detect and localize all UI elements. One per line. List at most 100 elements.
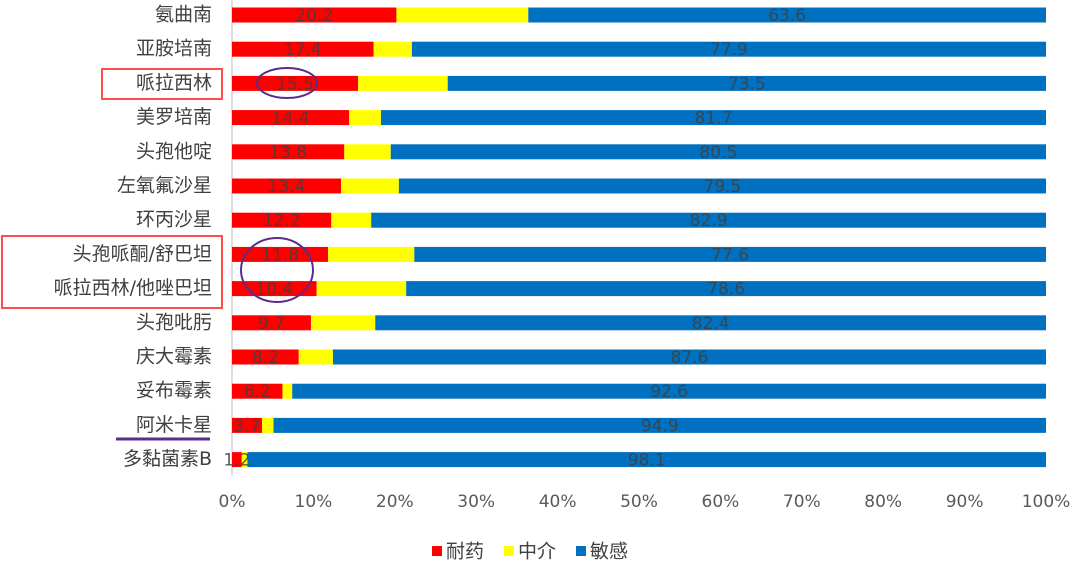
data-label: 11.8 [261, 245, 299, 265]
data-label: 79.5 [704, 177, 742, 197]
data-label: 15.5 [276, 74, 314, 94]
highlight-ellipse [256, 67, 318, 99]
bar-segment [316, 281, 407, 297]
data-label: 92.6 [650, 382, 688, 402]
bar-segment [247, 452, 1046, 468]
category-label: 哌拉西林/他唑巴坦 [54, 277, 212, 299]
bar-segment [411, 41, 1046, 57]
highlight-box [101, 68, 223, 100]
highlight-ellipse [240, 237, 314, 303]
bar-segment [232, 41, 374, 57]
data-label: 8.2 [252, 348, 279, 368]
bar-segment [528, 7, 1046, 23]
bar-segment [232, 383, 283, 399]
data-label: 63.6 [768, 6, 806, 26]
bar-segment [232, 178, 342, 194]
data-label: 98.1 [628, 451, 666, 471]
x-tick-label: 0% [219, 492, 246, 512]
data-label: 94.9 [641, 416, 679, 436]
bar-segment [232, 349, 299, 365]
bar-segment [232, 144, 345, 160]
category-label: 庆大霉素 [136, 346, 212, 368]
x-tick-label: 90% [946, 492, 984, 512]
bar-segment [298, 349, 333, 365]
x-tick-label: 100% [1022, 492, 1071, 512]
category-label: 亚胺培南 [136, 38, 212, 60]
data-label: 82.4 [692, 314, 730, 334]
bar-segment [341, 178, 399, 194]
data-label: 3.7 [234, 416, 261, 436]
bar-segment [398, 178, 1046, 194]
legend-label: 中介 [518, 541, 556, 563]
legend-swatch [576, 546, 586, 556]
bar-segment [232, 246, 329, 262]
bar-segment [232, 7, 397, 23]
data-label: 13.4 [268, 177, 306, 197]
bar-segment [447, 75, 1047, 91]
bar-segment [344, 144, 391, 160]
data-label: 13.8 [269, 143, 307, 163]
bar-segment [310, 315, 376, 331]
data-label: 87.6 [671, 348, 709, 368]
data-label: 9.7 [258, 314, 285, 334]
data-label: 77.9 [710, 40, 748, 60]
category-label: 环丙沙星 [136, 209, 212, 231]
category-label: 美罗培南 [136, 106, 212, 128]
bar-segment [232, 212, 332, 228]
bar-segment [273, 417, 1046, 433]
data-label: 73.5 [728, 74, 766, 94]
bar-segment [232, 452, 242, 468]
bar-segment [331, 212, 372, 228]
bar-segment [406, 281, 1046, 297]
category-label: 头孢吡肟 [136, 311, 212, 333]
category-label: 阿米卡星 [136, 414, 212, 436]
bar-segment [232, 75, 359, 91]
data-label: 78.6 [707, 280, 745, 300]
x-tick-label: 20% [376, 492, 414, 512]
legend-swatch [504, 546, 514, 556]
data-label: 80.5 [699, 143, 737, 163]
bar-segment [396, 7, 529, 23]
data-label: 10.4 [255, 280, 293, 300]
category-label: 妥布霉素 [136, 380, 212, 402]
highlight-box [1, 235, 223, 309]
bar-segment [232, 110, 350, 126]
bar-segment [232, 315, 311, 331]
data-label: 14.4 [272, 109, 310, 129]
category-label: 氨曲南 [155, 4, 212, 26]
data-label: 6.2 [244, 382, 271, 402]
data-label: 17.4 [284, 40, 322, 60]
bar-segment [262, 417, 274, 433]
bar-segment [371, 212, 1047, 228]
x-tick-label: 10% [295, 492, 333, 512]
category-label: 头孢哌酮/舒巴坦 [73, 243, 212, 265]
bar-segment [332, 349, 1046, 365]
bar-segment [373, 41, 412, 57]
x-tick-label: 30% [457, 492, 495, 512]
bar-segment [241, 452, 248, 468]
bar-segment [380, 110, 1046, 126]
category-label: 多黏菌素B [123, 448, 212, 470]
bar-segment [232, 417, 263, 433]
x-tick-label: 50% [620, 492, 658, 512]
x-tick-label: 60% [702, 492, 740, 512]
bar-segment [232, 281, 317, 297]
legend-label: 耐药 [446, 541, 484, 563]
data-label: 20.2 [295, 6, 333, 26]
data-label: 77.6 [711, 245, 749, 265]
data-label: 81.7 [695, 109, 733, 129]
bar-segment [375, 315, 1046, 331]
data-label: 82.9 [690, 211, 728, 231]
bar-segment [328, 246, 415, 262]
data-label: 1.2 [223, 451, 250, 471]
bar-segment [358, 75, 448, 91]
x-tick-label: 70% [783, 492, 821, 512]
category-label: 左氧氟沙星 [117, 175, 212, 197]
legend-swatch [432, 546, 442, 556]
data-label: 12.2 [263, 211, 301, 231]
bar-segment [292, 383, 1047, 399]
x-tick-label: 40% [539, 492, 577, 512]
legend-label: 敏感 [590, 541, 628, 563]
bar-segment [414, 246, 1046, 262]
